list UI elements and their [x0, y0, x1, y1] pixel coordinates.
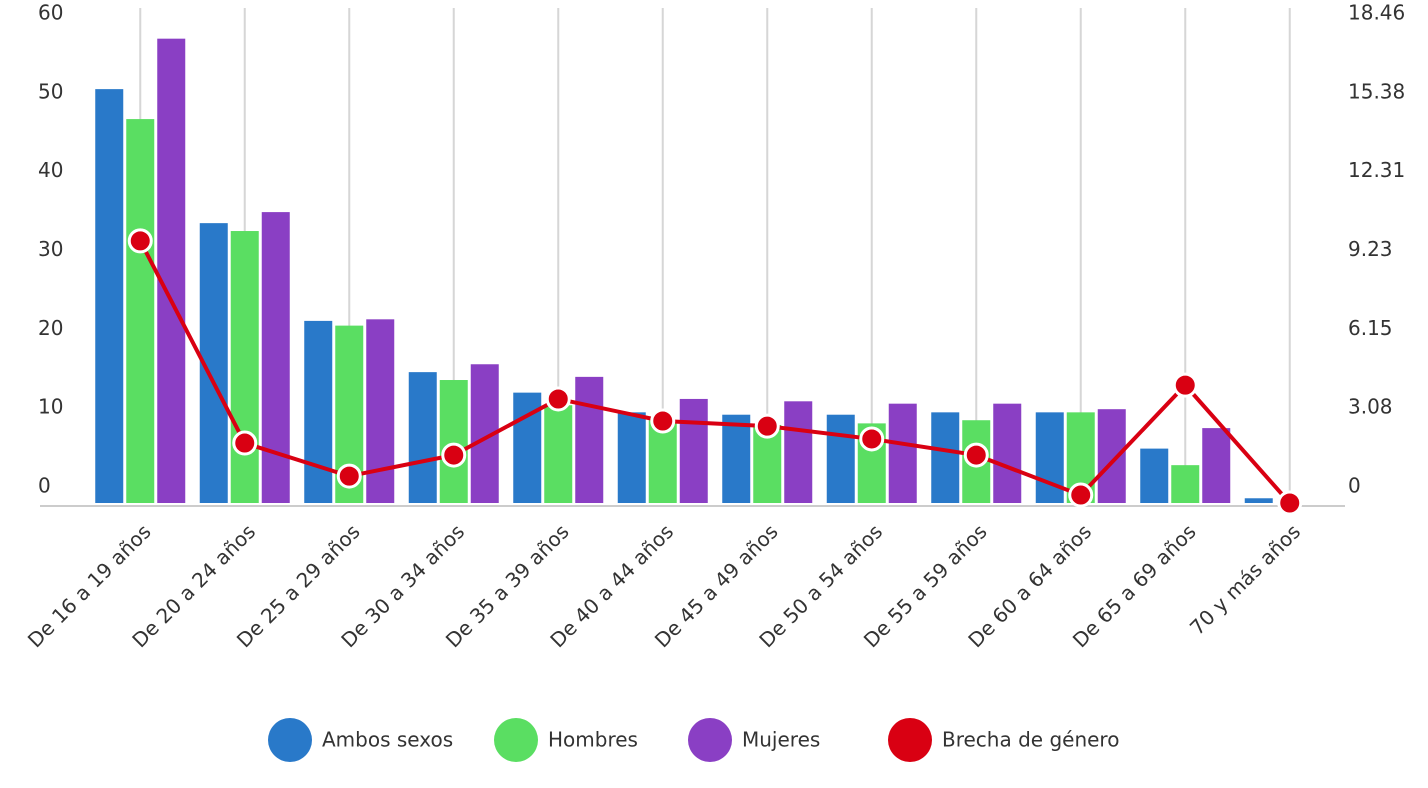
bar [1244, 498, 1273, 503]
bar [1097, 409, 1126, 503]
legend-label: Ambos sexos [322, 728, 453, 752]
bar [1035, 412, 1064, 503]
bar [1171, 465, 1200, 503]
bar [366, 319, 395, 503]
bar [617, 412, 646, 503]
bar [931, 412, 960, 503]
bar [261, 212, 290, 504]
bar [722, 414, 751, 503]
x-tick-label: 70 y más años [1185, 519, 1305, 639]
line-point [859, 426, 885, 452]
y2-tick-label: 15.38 [1348, 79, 1405, 103]
y2-tick-label: 9.23 [1348, 237, 1393, 261]
bar [230, 231, 259, 503]
bar [157, 38, 186, 504]
bar [408, 372, 437, 503]
legend-label: Hombres [548, 728, 638, 752]
bar [826, 414, 855, 503]
legend-marker [888, 718, 932, 762]
y2-tick-label: 0 [1348, 474, 1361, 498]
y2-tick-label: 12.31 [1348, 158, 1405, 182]
bar [784, 401, 813, 503]
bar [1202, 428, 1231, 503]
bar [1140, 448, 1169, 503]
y2-tick-label: 3.08 [1348, 395, 1393, 419]
bar [888, 403, 917, 503]
bar [95, 89, 124, 503]
y2-tick-label: 6.15 [1348, 316, 1393, 340]
line-point [754, 413, 780, 439]
y-tick-label: 60 [38, 1, 63, 25]
bar [544, 405, 573, 503]
line-point [1068, 482, 1094, 508]
bar [126, 119, 155, 503]
legend-marker [268, 718, 312, 762]
y-tick-label: 0 [38, 474, 51, 498]
bar [993, 403, 1022, 503]
legend-label: Brecha de género [942, 728, 1119, 752]
legend-marker [688, 718, 732, 762]
line-point [232, 430, 258, 456]
bar [648, 420, 677, 503]
line-point [545, 386, 571, 412]
y-tick-label: 20 [38, 316, 63, 340]
line-point [650, 408, 676, 434]
bar [679, 398, 708, 503]
y2-tick-label: 18.46 [1348, 1, 1405, 25]
line-point [1277, 490, 1303, 516]
line-point [1172, 372, 1198, 398]
line-point [963, 442, 989, 468]
bar [439, 380, 468, 503]
y-tick-label: 50 [38, 79, 63, 103]
bar [575, 376, 604, 503]
line-point [127, 228, 153, 254]
line [138, 239, 1292, 505]
legend-marker [494, 718, 538, 762]
line-point [441, 442, 467, 468]
y-tick-label: 30 [38, 237, 63, 261]
y-tick-label: 40 [38, 158, 63, 182]
line-point [336, 463, 362, 489]
y-tick-label: 10 [38, 395, 63, 419]
bar [304, 320, 333, 503]
legend-label: Mujeres [742, 728, 820, 752]
